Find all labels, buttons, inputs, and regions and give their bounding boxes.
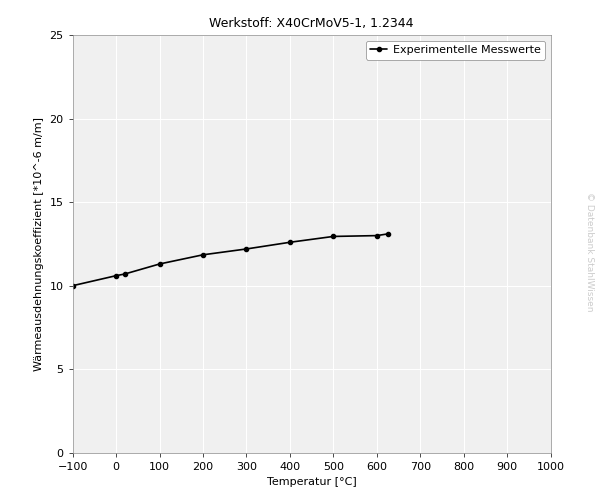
Experimentelle Messwerte [121, 271, 128, 277]
Experimentelle Messwerte [156, 261, 163, 267]
Text: © Datenbank StahlWissen: © Datenbank StahlWissen [586, 192, 594, 311]
Experimentelle Messwerte [69, 283, 76, 289]
Title: Werkstoff: X40CrMoV5-1, 1.2344: Werkstoff: X40CrMoV5-1, 1.2344 [209, 17, 414, 30]
Line: Experimentelle Messwerte: Experimentelle Messwerte [68, 230, 392, 290]
X-axis label: Temperatur [°C]: Temperatur [°C] [267, 477, 356, 487]
Y-axis label: Wärmeausdehnungskoeffizient [*10^-6 m/m]: Wärmeausdehnungskoeffizient [*10^-6 m/m] [34, 117, 44, 371]
Experimentelle Messwerte [286, 239, 293, 245]
Experimentelle Messwerte [113, 273, 120, 279]
Experimentelle Messwerte [384, 231, 391, 237]
Experimentelle Messwerte [330, 233, 337, 239]
Legend: Experimentelle Messwerte: Experimentelle Messwerte [366, 41, 545, 60]
Experimentelle Messwerte [373, 232, 381, 238]
Experimentelle Messwerte [243, 246, 250, 252]
Experimentelle Messwerte [199, 252, 206, 258]
